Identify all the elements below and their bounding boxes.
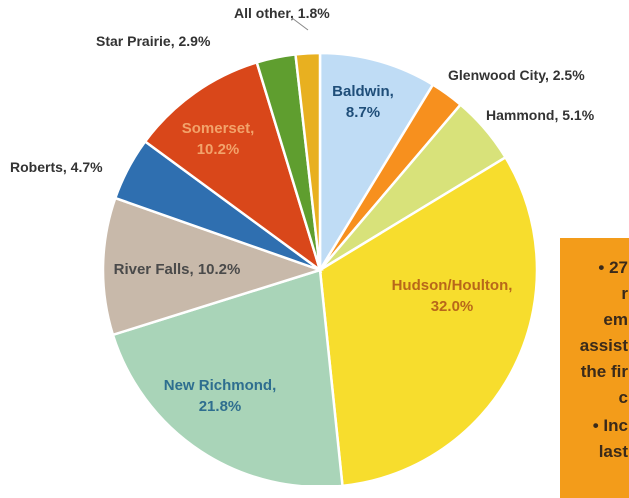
callout-line: em: [603, 310, 628, 330]
callout-line: • 27: [598, 258, 628, 278]
callout-line: assist: [580, 336, 628, 356]
callout-line: last: [599, 442, 628, 462]
callout-box: • 27 r em assist the fir c • Inc last: [560, 238, 629, 498]
callout-line: r: [621, 284, 628, 304]
data-label-river-falls: River Falls, 10.2%: [114, 261, 241, 278]
data-label-hammond: Hammond, 5.1%: [486, 107, 595, 123]
callout-line: c: [619, 388, 628, 408]
callout-line: the fir: [581, 362, 628, 382]
data-label-all-other: All other, 1.8%: [234, 5, 330, 21]
data-label-roberts: Roberts, 4.7%: [10, 159, 103, 175]
data-label-star-prairie: Star Prairie, 2.9%: [96, 33, 211, 49]
callout-line: • Inc: [593, 416, 628, 436]
pie-chart: Baldwin, 8.7%Glenwood City, 2.5%Hammond, …: [0, 0, 629, 485]
data-label-glenwood-city: Glenwood City, 2.5%: [448, 67, 585, 83]
